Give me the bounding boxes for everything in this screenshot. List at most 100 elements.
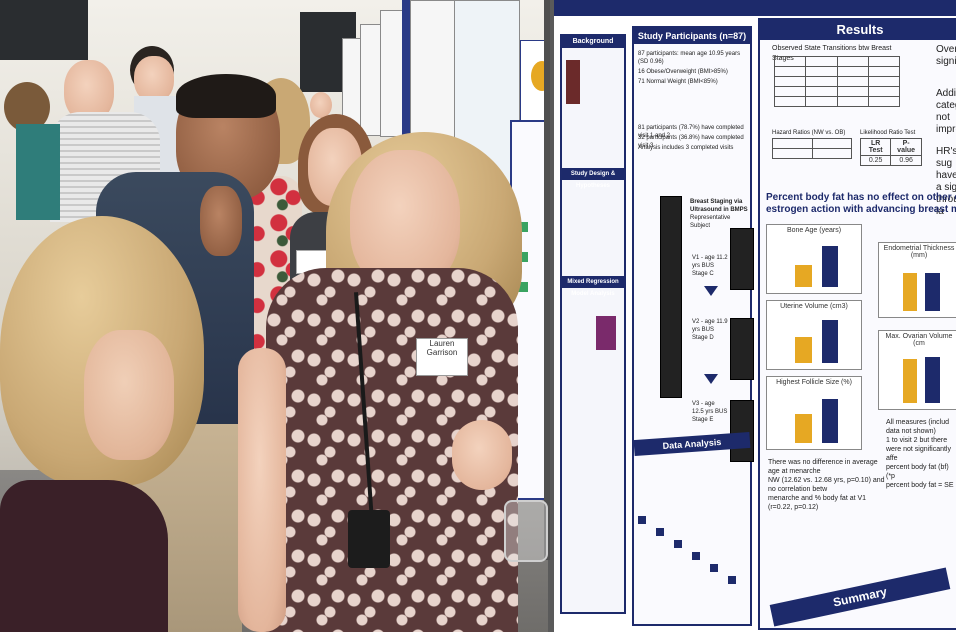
participants-text: 87 participants: mean age 10.95 years (S… [638, 51, 741, 65]
lr-header: P-value [890, 138, 922, 156]
representative-caption: Representative Subject [690, 215, 731, 229]
man-hand [200, 186, 242, 256]
man-hair [176, 74, 276, 118]
bullet-text: category [936, 100, 956, 111]
arrow-down-icon [704, 286, 718, 296]
bullet-text: through la [936, 194, 956, 217]
bar-v1 [795, 414, 813, 443]
poster-bullet-mark [518, 252, 528, 262]
poster-middle-column: Study Participants (n=87) 87 participant… [632, 26, 754, 626]
name-badge: Lauren Garrison [416, 338, 468, 376]
bar-v2 [821, 320, 839, 363]
bar-v1 [903, 273, 918, 311]
poster-photo [566, 60, 580, 104]
background-woman-top [16, 124, 60, 220]
ultrasound-image [730, 228, 754, 290]
chart-title: Uterine Volume (cm3) [780, 303, 848, 310]
poster-figure [596, 316, 616, 350]
bar-v2 [821, 246, 839, 287]
study-participants-heading: Study Participants (n=87) [634, 28, 750, 44]
bullet-text: HR's sug [936, 146, 956, 169]
uterine-volume-chart: Uterine Volume (cm3) [766, 300, 862, 370]
distant-poster [410, 0, 456, 142]
visit-1-caption: V1 - age 11.2 yrs BUS Stage C [692, 255, 728, 277]
results-bullet: Overall signific [936, 44, 956, 68]
finding-line: NW (12.62 vs. 12.68 yrs, p=0.10) and no … [768, 477, 885, 493]
lr-value: 0.96 [890, 155, 922, 166]
visit-text: 32 participants (36.8%) have completed v… [638, 135, 744, 149]
chart-title: Highest Follicle Size (%) [776, 379, 852, 386]
bullet-text: Addition [936, 88, 956, 99]
study-design-heading: Study Design & Hypotheses [562, 168, 624, 189]
results-bullet: Addition category not impro [936, 88, 956, 136]
presenter-arm-left [238, 348, 286, 632]
poster-header-bar [554, 0, 956, 16]
bullet-text: not impro [936, 112, 956, 135]
foreground-woman-cheek [84, 330, 174, 460]
visit-text: 81 participants (78.7%) have completed v… [638, 125, 744, 139]
note-line: percent body fat = SE [886, 482, 954, 489]
background-person-head [134, 56, 174, 102]
note-line: percent body fat (bf) (*p [886, 464, 949, 480]
mixed-model-heading: Mixed Regression Model Analysis [562, 276, 624, 297]
ultrasound-strip-image [660, 196, 682, 398]
results-heading: Results [760, 20, 956, 40]
lr-header: LR Test [859, 138, 892, 156]
clear-chair [504, 500, 548, 562]
foreground-woman-top [0, 480, 168, 632]
chart-title: Bone Age (years) [786, 227, 842, 234]
visit-3-caption: V3 - age 12.5 yrs BUS Stage E [692, 401, 728, 423]
background-woman-hair [4, 82, 50, 132]
staging-caption: Breast Staging via Ultrasound in BMPS [690, 199, 748, 213]
bullet-text: have a sig [936, 170, 956, 193]
results-bullet: HR's sug have a sig through la [936, 146, 956, 218]
bar-v2 [925, 273, 940, 311]
transitions-table [773, 56, 901, 107]
visit-text: Analysis includes 3 completed visits [638, 145, 734, 151]
badge-holder [348, 510, 390, 568]
background-heading: Background [562, 36, 624, 48]
bullet-text: signific [936, 56, 956, 67]
lr-title: Likelihood Ratio Test [860, 130, 916, 136]
summary-heading: Summary [769, 567, 951, 627]
note-line: All measures (includ [886, 419, 950, 426]
research-poster: Background Study Design & Hypotheses Mix… [548, 0, 956, 632]
flow-marker [728, 576, 736, 584]
chart-title: Max. Ovarian Volume (cm [885, 333, 953, 347]
chart-title: Endometrial Thickness (mm) [883, 245, 955, 259]
finding-line: menarche and % body fat at V1 (r=0.22, p… [768, 495, 867, 511]
lr-table: LR Test P-value 0.25 0.96 [859, 138, 922, 166]
finding-line: estrogen action with advancing breast mo… [766, 204, 956, 215]
arrow-down-icon [704, 374, 718, 384]
visit-2-caption: V2 - age 11.9 yrs BUS Stage D [692, 319, 728, 341]
presenter-dress [266, 268, 518, 632]
poster-left-column: Background Study Design & Hypotheses Mix… [560, 34, 626, 614]
flow-marker [656, 528, 664, 536]
participants-text: 71 Normal Weight (BMI<85%) [638, 79, 718, 85]
presenter-hand [452, 420, 512, 490]
hazard-table [772, 138, 852, 159]
flow-marker [692, 552, 700, 560]
poster-right-column: Results Observed State Transitions btw B… [758, 18, 956, 630]
bar-v1 [795, 265, 813, 287]
bald-man-head [64, 60, 114, 122]
bone-age-chart: Bone Age (years) [766, 224, 862, 294]
note-line: data not shown) [886, 428, 936, 435]
badge-last-name: Garrison [426, 348, 458, 357]
poster-bullet-mark [518, 282, 528, 292]
poster-bullet-mark [518, 222, 528, 232]
finding-line: Percent body fat has no effect on other … [766, 192, 956, 203]
note-line: were not significantly affe [886, 446, 951, 462]
endometrial-chart: Endometrial Thickness (mm) [878, 242, 956, 318]
background-person-head [310, 92, 332, 118]
hazard-title: Hazard Ratios (NW vs. OB) [772, 130, 846, 136]
bar-v1 [795, 337, 813, 363]
finding-line: There was no difference in average age a… [768, 459, 878, 475]
poster-stand-pole [544, 0, 550, 560]
ultrasound-image [730, 318, 754, 380]
flow-marker [674, 540, 682, 548]
flow-marker [710, 564, 718, 572]
ultrasound-image [730, 400, 754, 462]
follicle-size-chart: Highest Follicle Size (%) [766, 376, 862, 450]
